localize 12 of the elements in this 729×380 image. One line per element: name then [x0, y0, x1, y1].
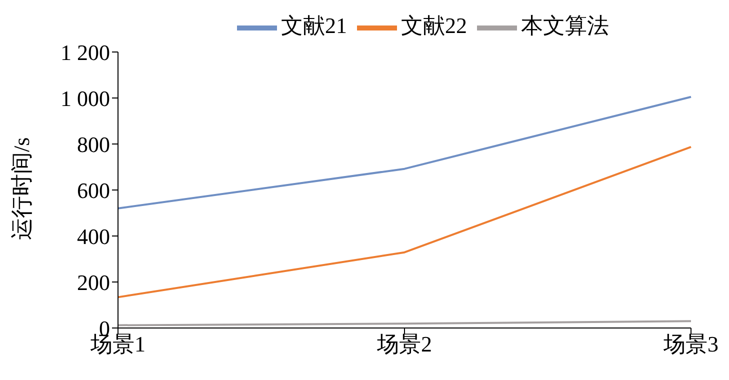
x-tick-label: 场景2 — [376, 332, 432, 357]
y-axis-title: 运行时间/s — [8, 137, 34, 240]
y-tick-label: 800 — [77, 132, 110, 157]
y-tick-label: 400 — [77, 224, 110, 249]
y-tick-label: 1 000 — [60, 86, 110, 111]
y-tick-label: 600 — [77, 178, 110, 203]
legend-label: 本文算法 — [521, 13, 609, 38]
x-tick-label: 场景3 — [662, 332, 718, 357]
legend-label: 文献22 — [401, 13, 467, 38]
y-tick-label: 1 200 — [60, 40, 110, 65]
y-tick-label: 200 — [77, 270, 110, 295]
legend-label: 文献21 — [281, 13, 347, 38]
